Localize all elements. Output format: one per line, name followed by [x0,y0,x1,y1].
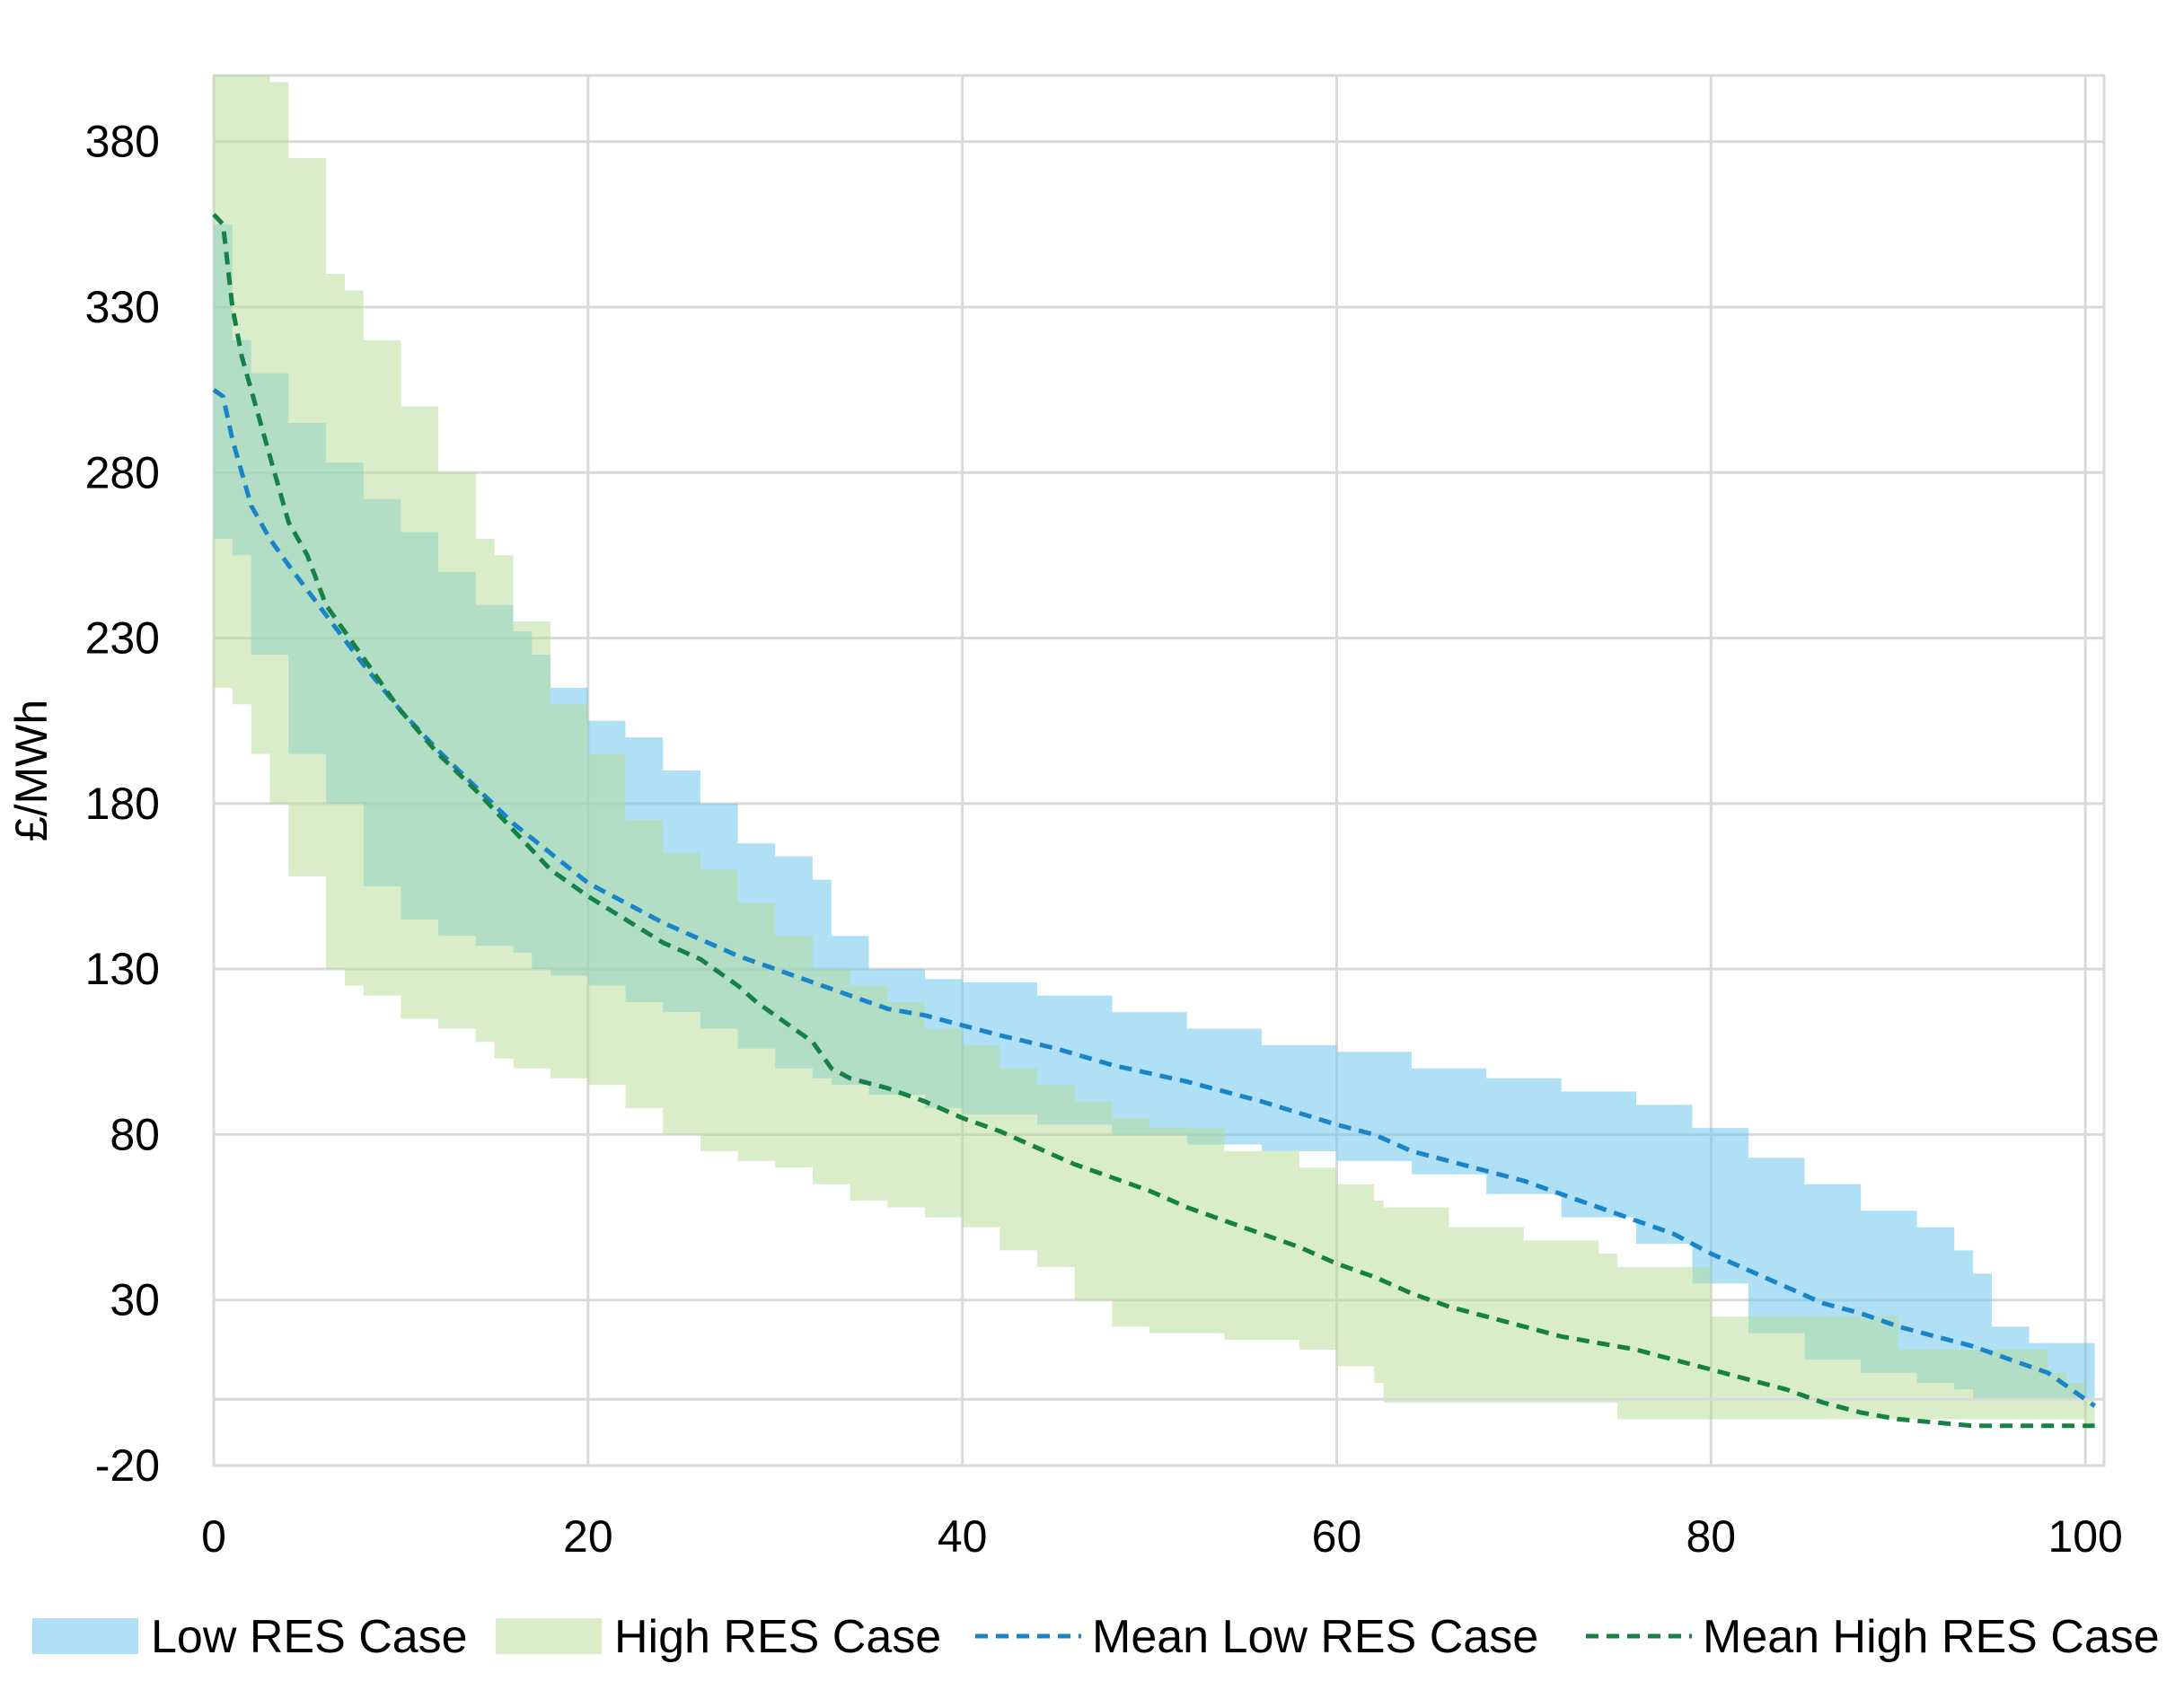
band-high-res-case [214,75,2095,1433]
legend-label-mean-high-res: Mean High RES Case [1703,1611,2160,1663]
x-tick-label: 80 [1686,1511,1737,1562]
y-axis-title: £/MWh [6,700,57,841]
band-layer [214,75,2095,1433]
y-tick-label: 180 [85,779,160,829]
legend-label-low-res: Low RES Case [151,1611,468,1663]
legend-item-mean-high-res: Mean High RES Case [1586,1611,2160,1663]
legend-label-high-res: High RES Case [614,1611,941,1663]
y-tick-labels: -20 30 80 130 180 230 280 330 380 [85,117,160,1491]
x-tick-label: 0 [201,1511,226,1562]
line-mean-low-res-case [212,388,2097,1408]
legend-swatch-low-res [32,1618,138,1654]
x-tick-label: 100 [2048,1511,2122,1562]
legend: Low RES Case High RES Case Mean Low RES … [32,1611,2160,1663]
y-tick-label: 280 [85,447,160,497]
y-tick-label: 30 [110,1275,160,1325]
band-low-res-case [214,224,2095,1400]
y-tick-label: 80 [110,1109,160,1159]
y-tick-label: 330 [85,282,160,332]
legend-item-low-res: Low RES Case [32,1611,468,1663]
x-tick-label: 40 [938,1511,988,1562]
x-tick-label: 20 [563,1511,613,1562]
y-tick-label: 230 [85,613,160,664]
y-tick-label: -20 [95,1440,160,1491]
x-tick-label: 60 [1312,1511,1362,1562]
legend-swatch-high-res [496,1618,602,1654]
y-tick-label: 130 [85,944,160,994]
legend-item-mean-low-res: Mean Low RES Case [975,1611,1538,1663]
x-tick-labels: 0 20 40 60 80 100 [201,1511,2123,1562]
legend-label-mean-low-res: Mean Low RES Case [1092,1611,1538,1663]
line-mean-high-res-case [212,213,2095,1429]
y-tick-label: 380 [85,117,160,167]
legend-item-high-res: High RES Case [496,1611,941,1663]
mean-line-layer [212,213,2097,1429]
plot-frame [212,74,2106,1467]
